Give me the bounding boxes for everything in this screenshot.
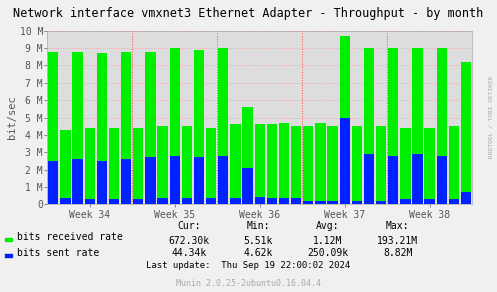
Bar: [388, 156, 399, 204]
Text: 1.12M: 1.12M: [313, 236, 343, 246]
Bar: [461, 192, 471, 204]
Bar: [328, 126, 337, 204]
Text: 4.62k: 4.62k: [244, 248, 273, 258]
Bar: [339, 36, 350, 204]
Bar: [303, 201, 314, 204]
Text: 193.21M: 193.21M: [377, 236, 418, 246]
Bar: [291, 198, 301, 204]
Bar: [206, 199, 216, 204]
Text: bits sent rate: bits sent rate: [17, 248, 99, 258]
Bar: [413, 154, 422, 204]
Bar: [48, 51, 59, 204]
Bar: [145, 51, 156, 204]
Bar: [60, 130, 71, 204]
Text: Last update:  Thu Sep 19 22:00:02 2024: Last update: Thu Sep 19 22:00:02 2024: [147, 261, 350, 270]
Bar: [376, 126, 386, 204]
Bar: [84, 128, 95, 204]
Bar: [133, 128, 144, 204]
Text: 250.09k: 250.09k: [308, 248, 348, 258]
Bar: [218, 156, 229, 204]
Bar: [291, 126, 301, 204]
Text: Munin 2.0.25-2ubuntu0.16.04.4: Munin 2.0.25-2ubuntu0.16.04.4: [176, 279, 321, 288]
Text: 8.82M: 8.82M: [383, 248, 413, 258]
Bar: [182, 126, 192, 204]
Bar: [400, 199, 411, 204]
Bar: [315, 201, 326, 204]
Bar: [449, 199, 459, 204]
Bar: [230, 198, 241, 204]
Text: Network interface vmxnet3 Ethernet Adapter - Throughput - by month: Network interface vmxnet3 Ethernet Adapt…: [13, 7, 484, 20]
Bar: [60, 198, 71, 204]
Bar: [437, 156, 447, 204]
Bar: [243, 107, 252, 204]
Bar: [279, 198, 289, 204]
Bar: [182, 199, 192, 204]
Bar: [376, 201, 386, 204]
Bar: [121, 159, 131, 204]
Text: Avg:: Avg:: [316, 221, 340, 231]
Bar: [158, 198, 167, 204]
Bar: [109, 128, 119, 204]
Text: Max:: Max:: [386, 221, 410, 231]
Bar: [230, 124, 241, 204]
Bar: [84, 199, 95, 204]
Bar: [413, 48, 422, 204]
Text: 44.34k: 44.34k: [171, 248, 206, 258]
Text: bits received rate: bits received rate: [17, 232, 123, 242]
Bar: [218, 48, 229, 204]
Bar: [364, 48, 374, 204]
Bar: [424, 199, 435, 204]
Bar: [97, 53, 107, 204]
Bar: [169, 156, 180, 204]
Bar: [194, 50, 204, 204]
Bar: [73, 159, 83, 204]
Bar: [437, 48, 447, 204]
Bar: [461, 62, 471, 204]
Bar: [267, 124, 277, 204]
Bar: [315, 123, 326, 204]
Text: Min:: Min:: [247, 221, 270, 231]
Bar: [424, 128, 435, 204]
Bar: [206, 128, 216, 204]
Bar: [109, 199, 119, 204]
Bar: [449, 126, 459, 204]
Bar: [121, 51, 131, 204]
Bar: [97, 161, 107, 204]
Bar: [194, 157, 204, 204]
Bar: [254, 197, 265, 204]
Bar: [339, 117, 350, 204]
Bar: [352, 201, 362, 204]
Bar: [243, 168, 252, 204]
Bar: [364, 154, 374, 204]
Text: 5.51k: 5.51k: [244, 236, 273, 246]
Bar: [254, 124, 265, 204]
Bar: [133, 199, 144, 204]
Bar: [328, 201, 337, 204]
Text: RRDTOOL / TOBI OETIKER: RRDTOOL / TOBI OETIKER: [489, 76, 494, 158]
Bar: [352, 126, 362, 204]
Y-axis label: bit/sec: bit/sec: [7, 96, 17, 139]
Bar: [48, 161, 59, 204]
Bar: [303, 126, 314, 204]
Bar: [73, 51, 83, 204]
Bar: [279, 123, 289, 204]
Bar: [158, 126, 167, 204]
Text: 672.30k: 672.30k: [168, 236, 209, 246]
Bar: [267, 198, 277, 204]
Bar: [145, 157, 156, 204]
Bar: [388, 48, 399, 204]
Bar: [169, 48, 180, 204]
Bar: [400, 128, 411, 204]
Text: Cur:: Cur:: [177, 221, 201, 231]
